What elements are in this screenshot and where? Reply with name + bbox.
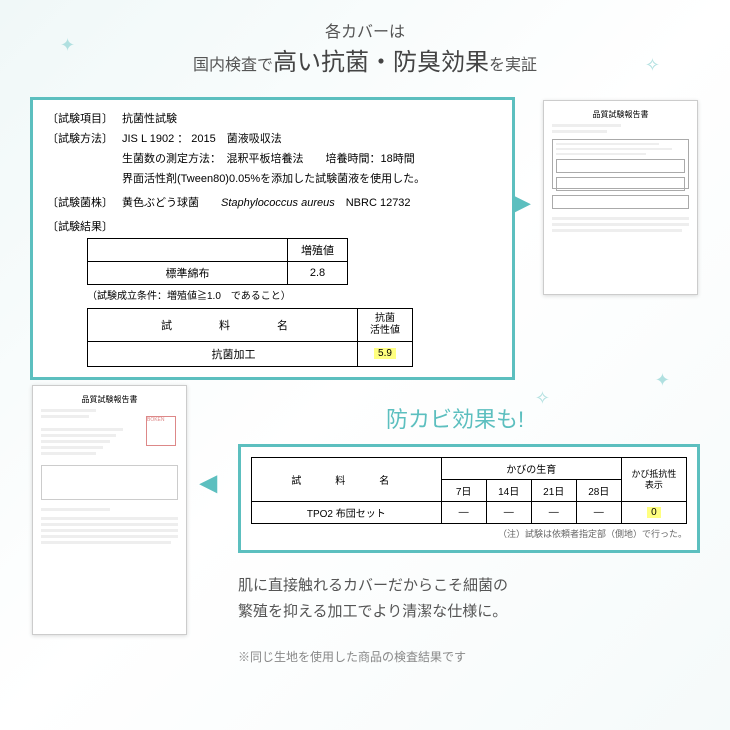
description: 肌に直接触れるカバーだからこそ細菌の 繁殖を抑える加工でより清潔な仕様に。 bbox=[238, 573, 700, 624]
label-result: 〔試験結果〕 bbox=[47, 218, 122, 234]
header-line1: 各カバーは bbox=[0, 18, 730, 42]
mold-table: 試 料 名かびの生育かび抵抗性表示 7日14日21日28日 TPO2 布団セット… bbox=[251, 457, 687, 524]
stamp-icon: BOKEN bbox=[146, 416, 176, 446]
label-test-method: 〔試験方法〕 bbox=[47, 130, 122, 146]
footnote: ※同じ生地を使用した商品の検査結果です bbox=[238, 648, 730, 665]
label-test-item: 〔試験項目〕 bbox=[47, 110, 122, 126]
report-thumbnail-1: 品質試験報告書 bbox=[543, 100, 698, 295]
label-bacteria: 〔試験菌株〕 bbox=[47, 194, 122, 210]
antimold-panel: 試 料 名かびの生育かび抵抗性表示 7日14日21日28日 TPO2 布団セット… bbox=[238, 444, 700, 553]
growth-table: 増殖値 標準綿布2.8 bbox=[87, 238, 348, 285]
header: 各カバーは 国内検査で高い抗菌・防臭効果を実証 bbox=[0, 0, 730, 89]
antibacterial-panel: 〔試験項目〕抗菌性試験 〔試験方法〕JIS L 1902 ： 2015 菌液吸収… bbox=[30, 97, 515, 380]
activity-table: 試 料 名抗菌活性値 抗菌加工5.9 bbox=[87, 308, 413, 367]
mold-resistance-value: 0 bbox=[647, 507, 661, 518]
report-thumbnail-2: 品質試験報告書 BOKEN bbox=[32, 385, 187, 635]
arrow-right-icon: ▶ bbox=[513, 190, 530, 216]
header-line2: 国内検査で高い抗菌・防臭効果を実証 bbox=[0, 42, 730, 77]
condition-note: （試験成立条件：増殖値≧1.0 であること） bbox=[87, 287, 498, 302]
arrow-left-icon: ◀ bbox=[200, 470, 217, 496]
antimold-title: 防カビ効果も! bbox=[180, 402, 730, 434]
mold-note: （注）試験は依頼者指定部（側地）で行った。 bbox=[251, 527, 687, 540]
activity-value: 5.9 bbox=[374, 348, 396, 359]
